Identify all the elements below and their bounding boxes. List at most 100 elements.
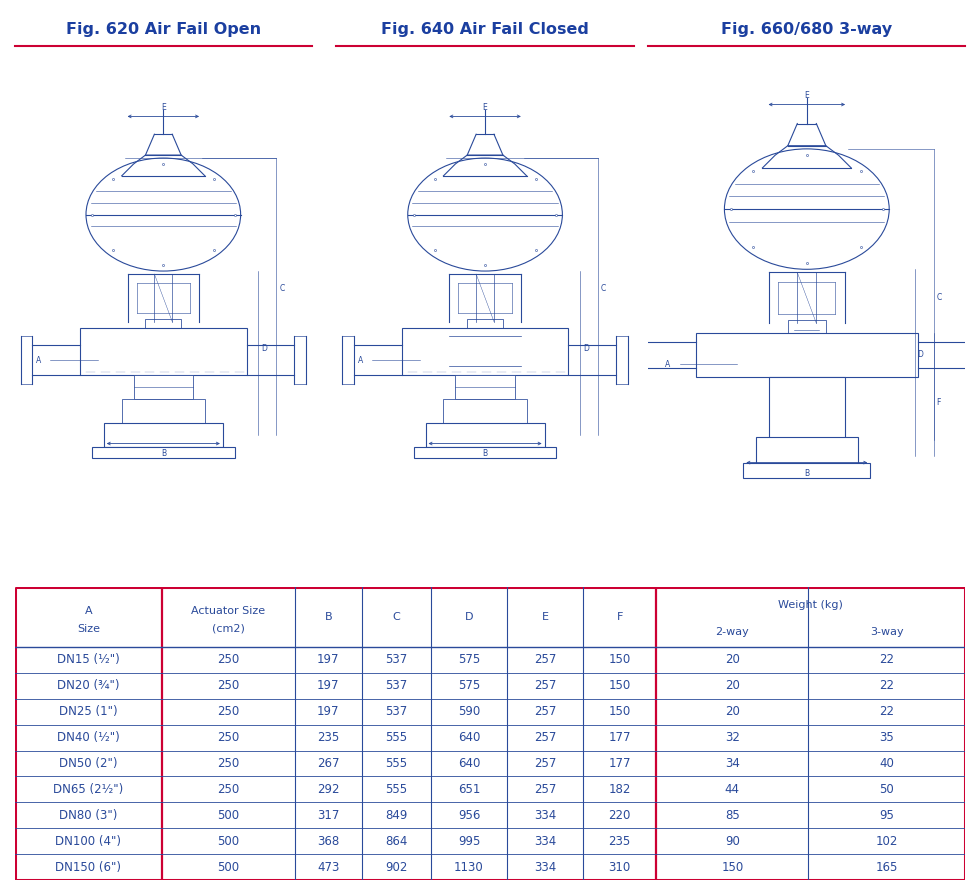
Bar xyxy=(743,462,870,478)
Text: 150: 150 xyxy=(608,679,631,693)
Text: 292: 292 xyxy=(317,783,339,796)
Text: 50: 50 xyxy=(879,783,894,796)
Text: 20: 20 xyxy=(724,679,740,693)
Text: B: B xyxy=(325,612,332,621)
Text: DN100 (4"): DN100 (4") xyxy=(56,835,121,848)
Text: 902: 902 xyxy=(385,861,408,874)
Bar xyxy=(757,437,858,466)
Text: 220: 220 xyxy=(608,809,631,821)
Text: D: D xyxy=(465,612,473,621)
Text: 267: 267 xyxy=(317,757,339,770)
Text: 197: 197 xyxy=(317,705,339,718)
Text: F: F xyxy=(937,398,941,407)
Text: 651: 651 xyxy=(458,783,481,796)
Text: 575: 575 xyxy=(458,679,480,693)
Text: 864: 864 xyxy=(385,835,408,848)
Text: F: F xyxy=(616,612,623,621)
Text: 257: 257 xyxy=(534,653,557,667)
Text: 257: 257 xyxy=(534,731,557,744)
Text: 995: 995 xyxy=(458,835,481,848)
Text: 956: 956 xyxy=(458,809,481,821)
Text: 20: 20 xyxy=(724,705,740,718)
Text: 500: 500 xyxy=(217,835,240,848)
Text: 3-way: 3-way xyxy=(870,627,904,637)
Bar xyxy=(145,318,181,336)
Text: 537: 537 xyxy=(385,679,408,693)
Text: 250: 250 xyxy=(217,783,240,796)
Text: 590: 590 xyxy=(458,705,480,718)
Text: 150: 150 xyxy=(608,653,631,667)
Text: 1130: 1130 xyxy=(454,861,484,874)
Ellipse shape xyxy=(86,158,241,271)
Text: 2-way: 2-way xyxy=(716,627,749,637)
Text: DN80 (3"): DN80 (3") xyxy=(59,809,117,821)
Text: DN65 (2¹⁄₂"): DN65 (2¹⁄₂") xyxy=(54,783,124,796)
Text: 44: 44 xyxy=(724,783,740,796)
Text: 22: 22 xyxy=(879,679,894,693)
Text: 32: 32 xyxy=(724,731,740,744)
Ellipse shape xyxy=(408,158,563,271)
Text: Weight (kg): Weight (kg) xyxy=(778,600,843,610)
Text: 555: 555 xyxy=(385,757,408,770)
Text: Actuator Size: Actuator Size xyxy=(191,606,265,616)
Text: A: A xyxy=(85,606,92,616)
Bar xyxy=(768,377,844,440)
Text: 235: 235 xyxy=(608,835,631,848)
Text: 34: 34 xyxy=(724,757,740,770)
Bar xyxy=(122,399,205,422)
Text: E: E xyxy=(541,612,549,621)
Text: B: B xyxy=(161,450,166,459)
Text: Fig. 660/680 3-way: Fig. 660/680 3-way xyxy=(722,22,892,37)
Text: 334: 334 xyxy=(534,861,556,874)
Text: A: A xyxy=(665,360,671,369)
Text: 197: 197 xyxy=(317,679,339,693)
Text: 334: 334 xyxy=(534,835,556,848)
Text: 182: 182 xyxy=(608,783,631,796)
Text: Fig. 640 Air Fail Closed: Fig. 640 Air Fail Closed xyxy=(381,22,589,37)
Text: A: A xyxy=(358,356,363,364)
Text: C: C xyxy=(937,293,942,302)
Text: 177: 177 xyxy=(608,757,631,770)
Text: Fig. 620 Air Fail Open: Fig. 620 Air Fail Open xyxy=(65,22,261,37)
Text: 165: 165 xyxy=(876,861,898,874)
Bar xyxy=(455,375,515,399)
Text: 849: 849 xyxy=(385,809,408,821)
Text: 250: 250 xyxy=(217,653,240,667)
Text: DN15 (¹⁄₂"): DN15 (¹⁄₂") xyxy=(57,653,120,667)
Bar xyxy=(444,399,526,422)
Text: D: D xyxy=(261,344,267,353)
Text: 368: 368 xyxy=(317,835,339,848)
Bar xyxy=(103,422,222,446)
Text: 640: 640 xyxy=(458,757,481,770)
Text: DN150 (6"): DN150 (6") xyxy=(56,861,121,874)
Text: 537: 537 xyxy=(385,653,408,667)
Text: 197: 197 xyxy=(317,653,339,667)
Text: 317: 317 xyxy=(317,809,339,821)
Text: C: C xyxy=(601,284,606,293)
Text: E: E xyxy=(161,103,166,112)
Text: 250: 250 xyxy=(217,731,240,744)
Bar xyxy=(425,422,544,446)
Text: 257: 257 xyxy=(534,757,557,770)
Text: 257: 257 xyxy=(534,679,557,693)
Text: 177: 177 xyxy=(608,731,631,744)
Text: 334: 334 xyxy=(534,809,556,821)
Ellipse shape xyxy=(724,148,889,269)
Text: 102: 102 xyxy=(876,835,898,848)
Text: 257: 257 xyxy=(534,783,557,796)
Text: B: B xyxy=(483,450,488,459)
Bar xyxy=(134,375,193,399)
Text: 235: 235 xyxy=(317,731,339,744)
Text: DN40 (¹⁄₂"): DN40 (¹⁄₂") xyxy=(57,731,120,744)
Text: D: D xyxy=(917,350,923,359)
Text: 22: 22 xyxy=(879,653,894,667)
Text: 500: 500 xyxy=(217,861,240,874)
Text: 250: 250 xyxy=(217,679,240,693)
Text: 555: 555 xyxy=(385,783,408,796)
Text: A: A xyxy=(36,356,41,364)
Text: 310: 310 xyxy=(608,861,631,874)
Bar xyxy=(467,318,503,336)
Bar xyxy=(696,332,917,377)
Bar xyxy=(413,446,557,459)
Bar xyxy=(80,327,247,375)
